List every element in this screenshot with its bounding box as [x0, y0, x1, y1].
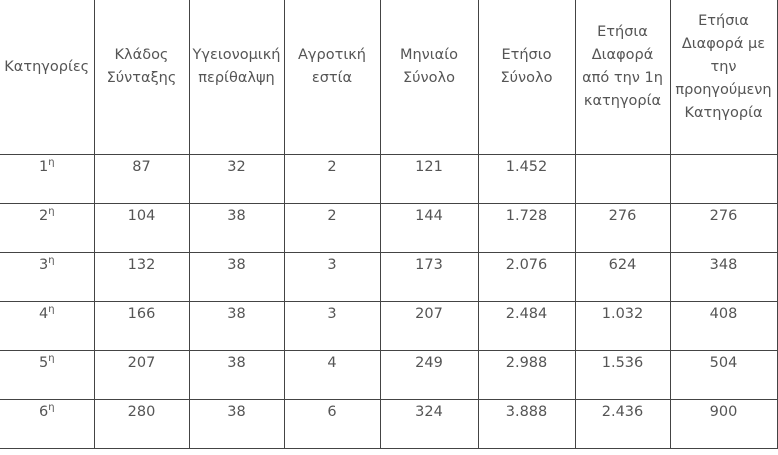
table-cell: 2: [283, 154, 381, 204]
table-cell: 38: [188, 399, 285, 449]
table-cell: 2.988: [477, 350, 576, 400]
table-cell: 5η: [0, 350, 95, 400]
table-cell: 3: [283, 252, 381, 302]
table-row: 5η 207 38 4 249 2.988 1.536 504: [0, 350, 778, 400]
header-cell: Αγροτική εστία: [283, 0, 381, 155]
table-row: 6η 280 38 6 324 3.888 2.436 900: [0, 399, 778, 449]
category-number: 5: [38, 355, 49, 371]
table-cell: 2.436: [574, 399, 671, 449]
category-number: 4: [38, 306, 49, 322]
table-cell: 132: [93, 252, 190, 302]
table-cell: 276: [669, 203, 778, 253]
table-cell: 38: [188, 252, 285, 302]
table-cell: 32: [188, 154, 285, 204]
table-cell: 1η: [0, 154, 95, 204]
table-cell: 504: [669, 350, 778, 400]
table-cell: 87: [93, 154, 190, 204]
category-suffix: η: [48, 206, 55, 217]
table-cell: 144: [379, 203, 479, 253]
category-number: 6: [38, 404, 49, 420]
category-suffix: η: [48, 402, 55, 413]
table-cell: 166: [93, 301, 190, 351]
table-cell: 2.484: [477, 301, 576, 351]
table-cell: 4η: [0, 301, 95, 351]
table-cell: 2.076: [477, 252, 576, 302]
category-suffix: η: [48, 255, 55, 266]
table-row: 3η 132 38 3 173 2.076 624 348: [0, 252, 778, 302]
table-cell: 104: [93, 203, 190, 253]
table-cell: 38: [188, 350, 285, 400]
table-cell: 1.452: [477, 154, 576, 204]
header-cell: Μηνιαίο Σύνολο: [379, 0, 479, 155]
table-cell: 249: [379, 350, 479, 400]
header-cell: Ετήσιο Σύνολο: [477, 0, 576, 155]
category-suffix: η: [48, 353, 55, 364]
table-cell: 276: [574, 203, 671, 253]
table-cell: 1.536: [574, 350, 671, 400]
header-cell: Κατηγορίες: [0, 0, 95, 155]
category-number: 2: [38, 208, 49, 224]
category-number: 1: [38, 159, 49, 175]
category-suffix: η: [48, 304, 55, 315]
table-row: 2η 104 38 2 144 1.728 276 276: [0, 203, 778, 253]
table-cell: 38: [188, 203, 285, 253]
header-cell: Ετήσια Διαφορά από την 1η κατηγορία: [574, 0, 671, 155]
table-cell: 408: [669, 301, 778, 351]
table-cell: 207: [379, 301, 479, 351]
table-cell: 624: [574, 252, 671, 302]
table-cell: 2η: [0, 203, 95, 253]
table-cell: 348: [669, 252, 778, 302]
table-cell: 121: [379, 154, 479, 204]
table-cell: [669, 154, 778, 204]
table-row: 4η 166 38 3 207 2.484 1.032 408: [0, 301, 778, 351]
table-cell: 2: [283, 203, 381, 253]
table-row: 1η 87 32 2 121 1.452: [0, 154, 778, 204]
table-cell: 38: [188, 301, 285, 351]
category-number: 3: [38, 257, 49, 273]
header-row: Κατηγορίες Κλάδος Σύνταξης Υγειονομική περ…: [0, 0, 778, 155]
table-cell: [574, 154, 671, 204]
header-cell: Υγειονομική περίθαλψη: [188, 0, 285, 155]
header-cell: Ετήσια Διαφορά με την προηγούμενη Κατηγο…: [669, 0, 778, 155]
header-cell: Κλάδος Σύνταξης: [93, 0, 190, 155]
table-cell: 3.888: [477, 399, 576, 449]
table-cell: 6η: [0, 399, 95, 449]
category-suffix: η: [48, 157, 55, 168]
table-cell: 173: [379, 252, 479, 302]
table-cell: 324: [379, 399, 479, 449]
table-cell: 3: [283, 301, 381, 351]
table-cell: 900: [669, 399, 778, 449]
table-cell: 6: [283, 399, 381, 449]
table-cell: 3η: [0, 252, 95, 302]
table-body: 1η 87 32 2 121 1.452 2η 104 38 2 144 1.728 276 276 3η 1…: [0, 154, 778, 449]
table-cell: 1.032: [574, 301, 671, 351]
table-cell: 4: [283, 350, 381, 400]
table-cell: 1.728: [477, 203, 576, 253]
table-cell: 207: [93, 350, 190, 400]
table-cell: 280: [93, 399, 190, 449]
